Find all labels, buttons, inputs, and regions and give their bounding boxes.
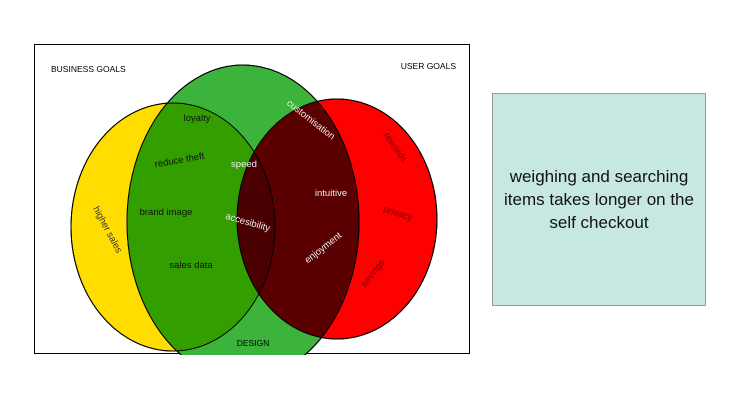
insight-note-card: weighing and searching items takes longe… [492, 93, 706, 306]
center-overlap [237, 103, 275, 339]
item-loyalty: loyalty [184, 113, 211, 124]
design-outline [126, 64, 360, 355]
item-speed: speed [231, 159, 257, 170]
venn-diagram: BUSINESS GOALS USER GOALS DESIGN higher … [51, 61, 457, 355]
business-goals-title: BUSINESS GOALS [51, 64, 126, 74]
venn-diagram-frame: BUSINESS GOALS USER GOALS DESIGN higher … [34, 44, 470, 355]
insight-note-text: weighing and searching items takes longe… [504, 167, 694, 232]
item-intuitive: intuitive [315, 188, 347, 199]
item-brand-image: brand image [140, 207, 193, 218]
user-goals-title: USER GOALS [401, 61, 457, 71]
user-outline [236, 98, 438, 340]
design-title: DESIGN [237, 338, 270, 348]
design-user-overlap [237, 99, 359, 339]
business-outline [70, 102, 276, 352]
item-sales-data: sales data [169, 260, 213, 271]
